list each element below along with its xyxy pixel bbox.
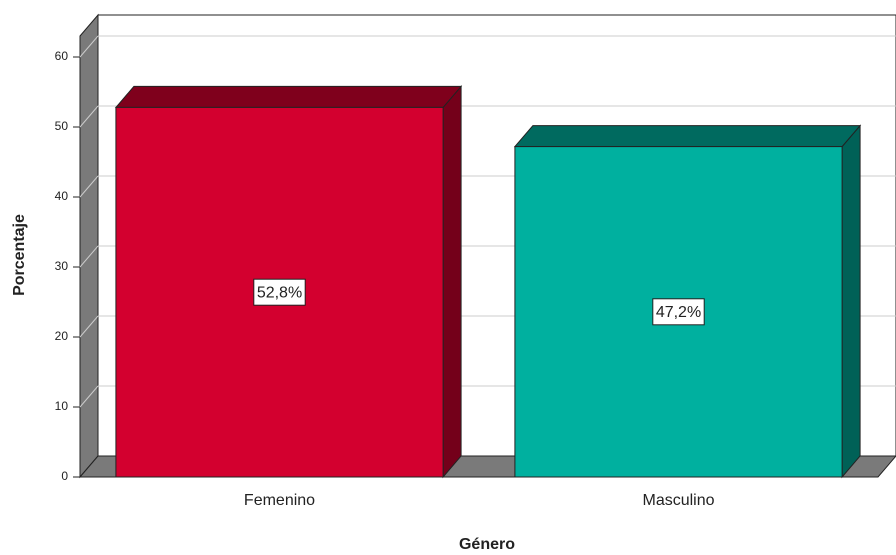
grid-line [79,315,99,338]
side-wall [79,13,99,479]
x-tick-label: Masculino [642,492,714,509]
bar-side [841,124,861,479]
y-tick-label: 30 [55,259,69,273]
value-label-box [652,298,705,326]
x-axis-label: Género [459,536,515,553]
grid-line [79,175,99,198]
bar-side [442,85,462,479]
value-label: 47,2% [656,304,701,321]
grid-line [79,35,99,58]
y-tick-label: 0 [61,469,68,483]
value-label-box [253,278,306,306]
y-tick-label: 40 [55,189,69,203]
grid-line [79,385,99,408]
y-tick-label: 10 [55,399,69,413]
y-axis-label: Porcentaje [11,214,28,296]
grid-line [79,245,99,268]
y-tick-label: 60 [55,49,69,63]
x-tick-label: Femenino [244,492,315,509]
value-label: 52,8% [257,284,302,301]
bar-top [114,85,463,108]
y-tick-label: 20 [55,329,69,343]
grid-line [79,105,99,128]
bar-top [513,125,862,148]
y-tick-label: 50 [55,119,69,133]
